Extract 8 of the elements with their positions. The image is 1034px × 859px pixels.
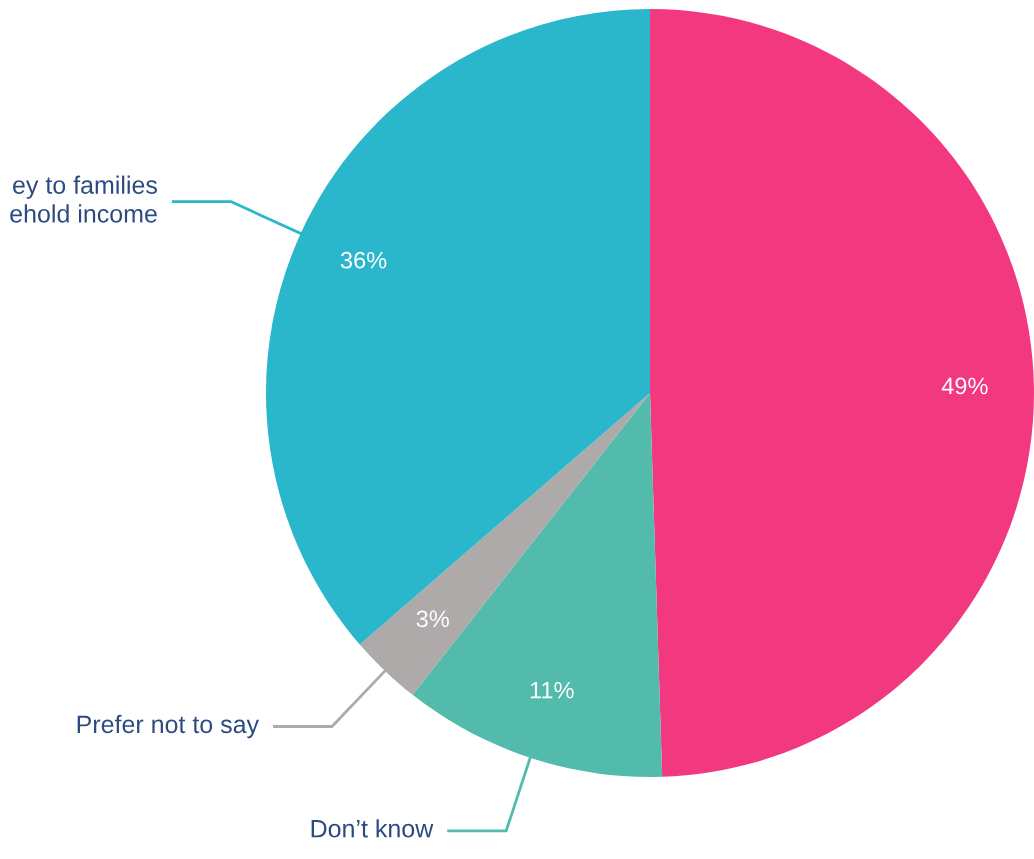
data-label: 36% [340, 251, 387, 269]
data-label: 3% [416, 610, 449, 628]
slice-label: Prefer not to say [77, 714, 260, 739]
slice-label: ey to families ehold income [10, 175, 157, 223]
slice-label: Don’t know [311, 819, 434, 838]
pie-slice [650, 9, 1034, 777]
data-label: 49% [941, 377, 988, 395]
data-label: 11% [530, 681, 574, 699]
